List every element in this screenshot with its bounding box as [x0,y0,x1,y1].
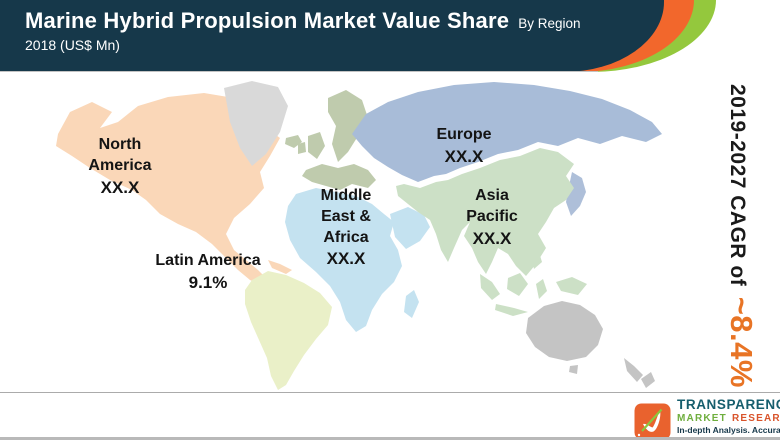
brand-logo-icon [634,403,671,440]
map-region-europe [352,82,662,182]
region-name: Europe [436,126,492,143]
map-new-zealand-south [641,372,655,388]
map-ireland [298,142,306,154]
region-value: 9.1% [188,272,228,292]
region-name: North America [88,136,152,174]
region-value: XX.X [100,177,140,197]
region-label-north-america: North America XX.X [70,135,170,199]
brand-subtitle: MARKET RESEARCH [677,413,780,424]
region-name: Latin America [155,252,261,269]
map-greenland [224,81,288,166]
map-borneo [507,273,528,296]
cagr-annotation: 2019-2027 CAGR of ~8.4% [712,84,770,392]
map-philippines [531,249,542,269]
map-tasmania [569,365,578,374]
map-region-latin-america [245,271,332,390]
brand-logo: TRANSPARENCY MARKETRESEARCH In-depth Ana… [634,397,780,440]
world-map [56,81,662,390]
header-text-block: Marine Hybrid Propulsion Market Value Sh… [25,8,580,53]
map-new-zealand-north [624,358,643,382]
cagr-label: 2019-2027 CAGR of [726,84,749,287]
map-iceland [285,135,302,148]
region-value: XX.X [444,146,484,166]
header-divider [0,71,598,72]
bottom-border [0,437,780,440]
map-java [495,304,528,316]
map-region-africa [285,188,402,332]
region-label-asia-pacific: Asia Pacific XX.X [458,186,526,250]
region-name: Asia Pacific [466,187,518,225]
region-value: XX.X [472,228,512,248]
brand-name: TRANSPARENCY [677,397,780,412]
page-subtitle: 2018 (US$ Mn) [25,37,120,53]
footer-divider [0,392,780,393]
map-uk [308,132,325,159]
region-label-middle-east-africa: Middle East & Africa XX.X [312,186,380,270]
map-region-north-america [56,93,280,286]
map-region-asia-pacific [396,148,574,276]
cagr-value: ~8.4% [724,296,759,388]
brand-logo-text: TRANSPARENCY MARKETRESEARCH In-depth Ana… [677,397,780,440]
map-sulawesi [536,279,547,299]
map-caribbean-islands [268,260,292,274]
header-title-line: Marine Hybrid Propulsion Market Value Sh… [25,8,580,34]
region-value: XX.X [326,249,366,269]
region-label-latin-america: Latin America 9.1% [153,251,263,294]
map-madagascar [404,290,419,318]
page-title: Marine Hybrid Propulsion Market Value Sh… [25,8,510,33]
region-label-europe: Europe XX.X [414,125,514,168]
map-sumatra [480,274,500,300]
brand-market-word: MARKET [677,413,727,425]
map-new-guinea [556,277,587,295]
header-banner: Marine Hybrid Propulsion Market Value Sh… [0,0,664,72]
map-scandinavia [328,90,368,162]
region-name: Middle East & Africa [320,187,372,246]
brand-research-word: RESEARCH [731,413,780,425]
map-australia [526,301,603,361]
map-mainland-europe [302,164,376,190]
page-title-suffix: By Region [518,16,581,31]
map-arabian-peninsula [390,207,430,249]
map-japan [566,172,586,216]
